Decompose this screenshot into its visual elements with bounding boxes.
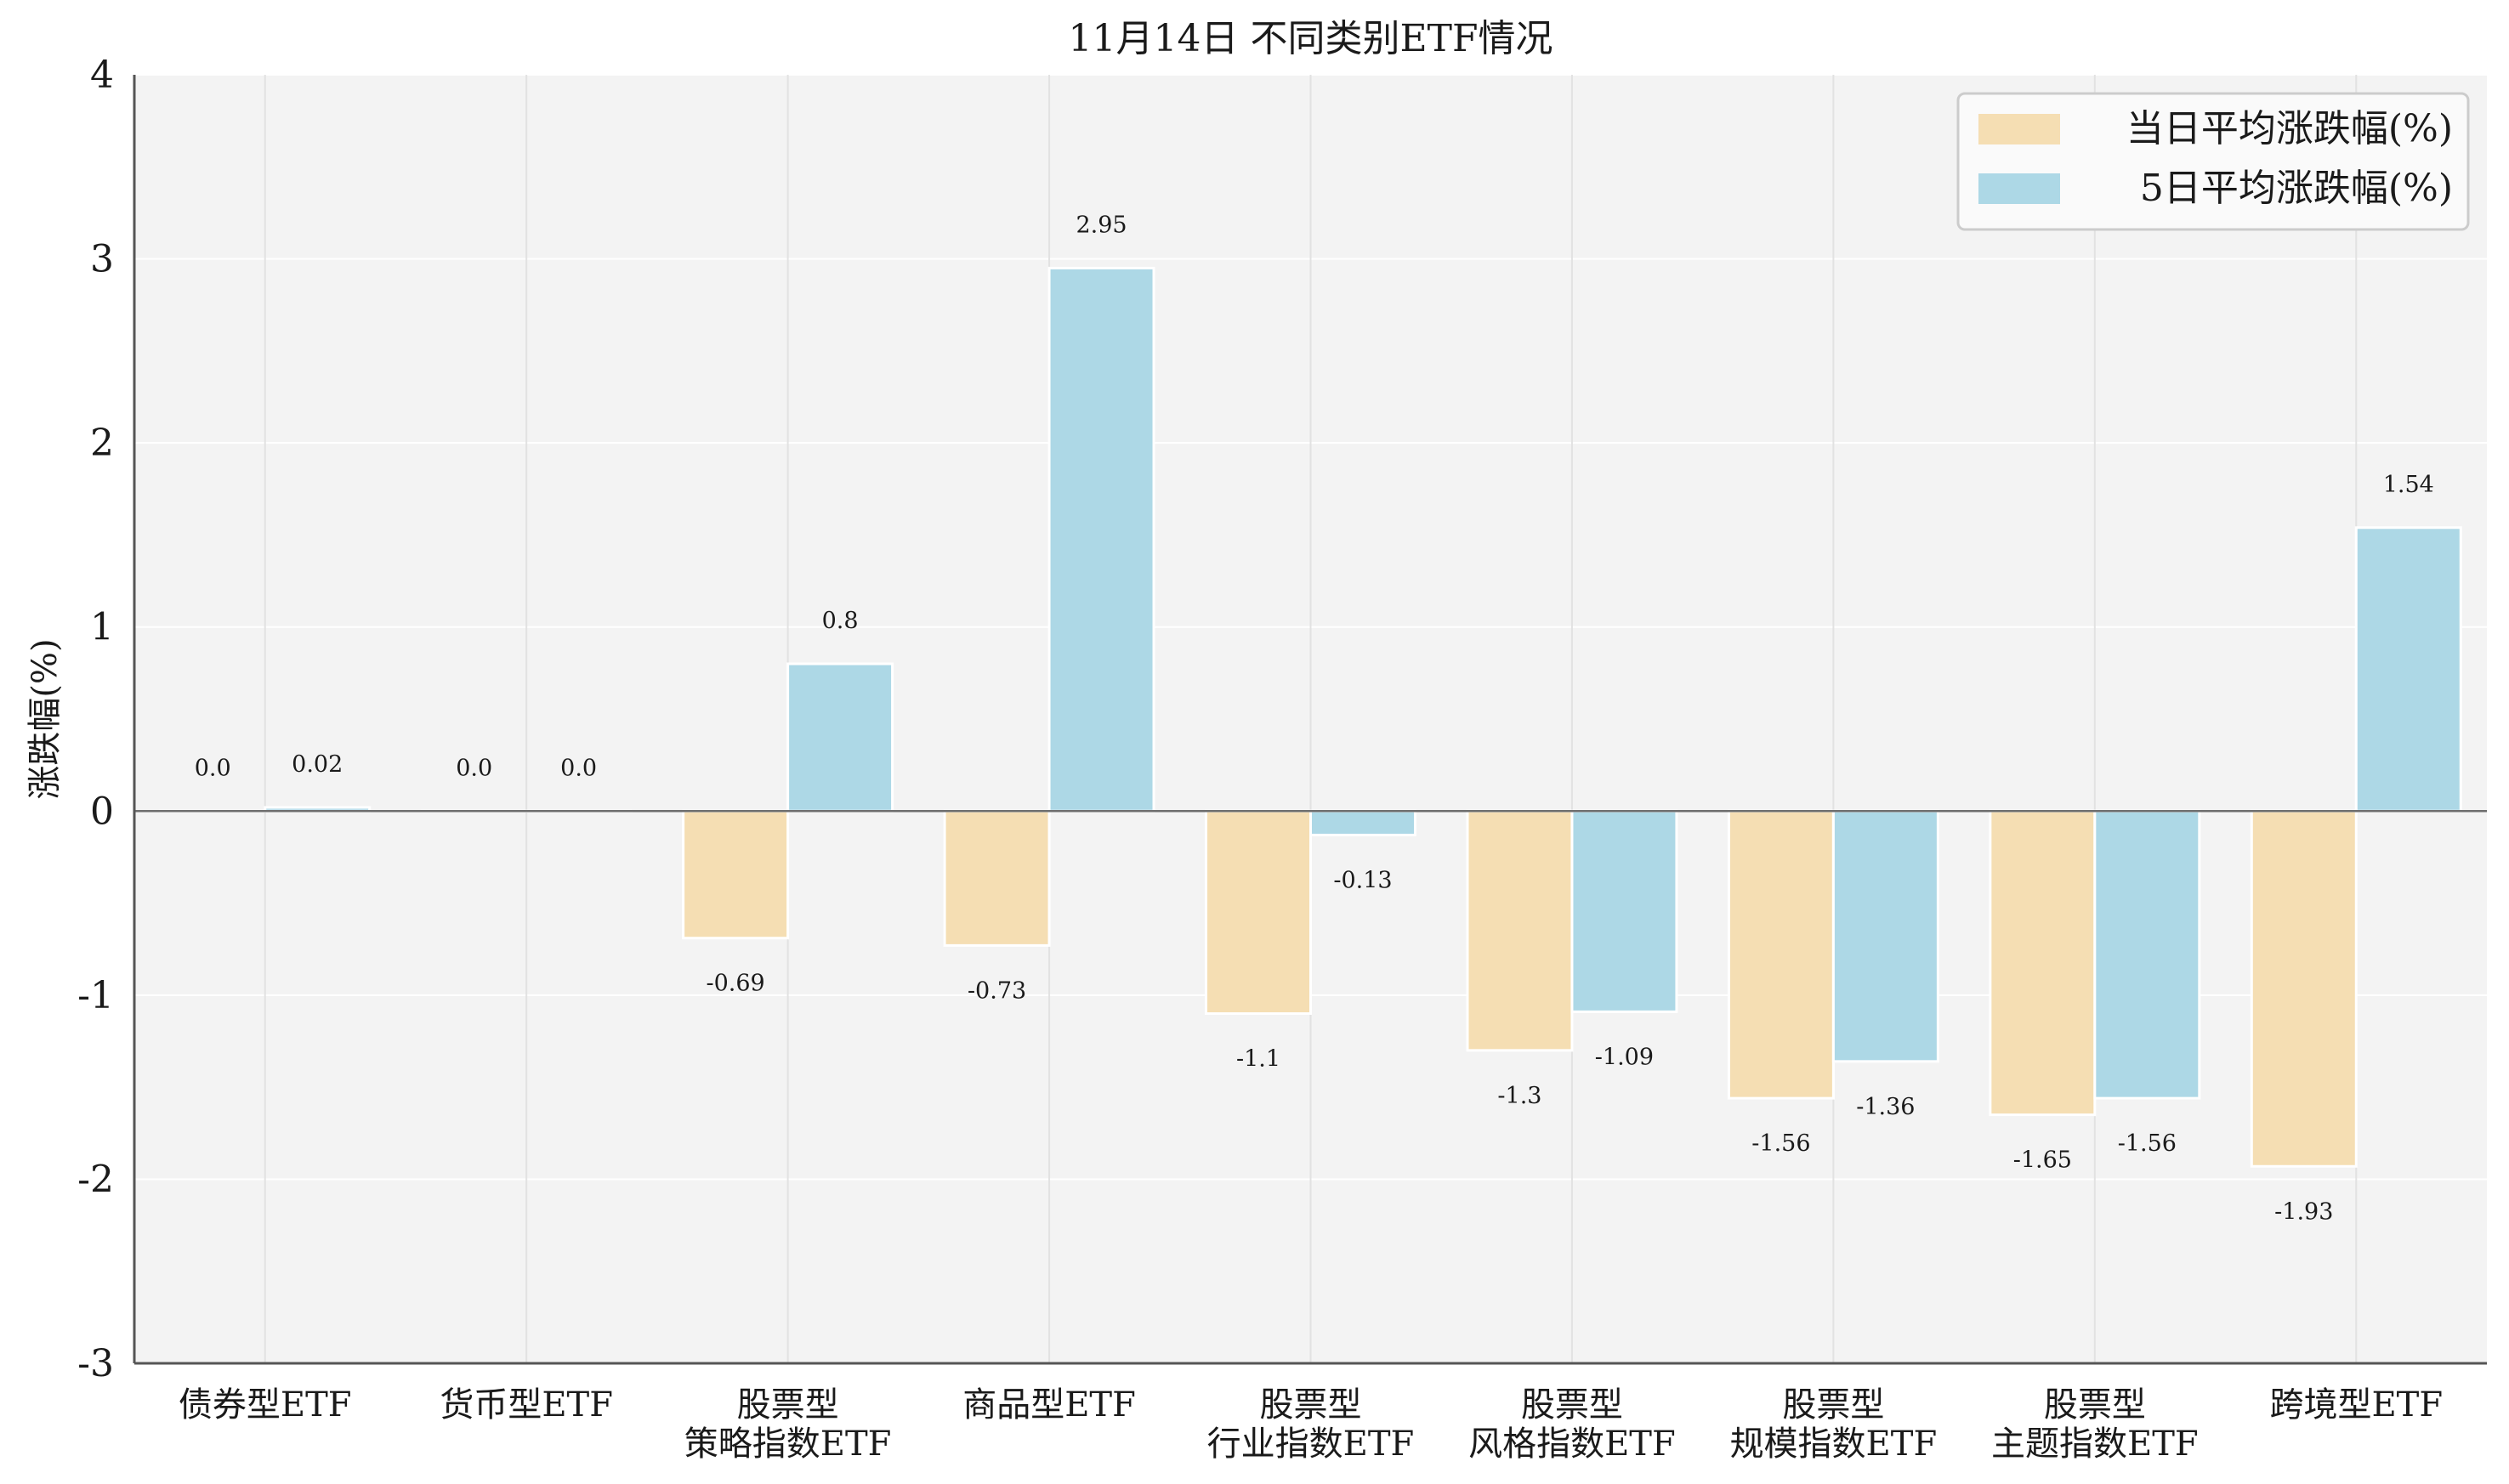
legend-swatch-1 [1978,114,2060,144]
x-tick-label: 策略指数ETF [684,1425,892,1464]
bar-series2-5 [1570,809,1678,1013]
bar-series2-3 [1047,266,1155,813]
legend-box [1956,92,2470,231]
y-tick-label: 1 [90,606,114,649]
bar-series1-5 [1466,809,1574,1052]
bars [159,266,2462,1168]
x-tick-label: 货币型ETF [440,1385,613,1425]
data-label-series2-4: -0.13 [1333,867,1392,893]
bar-series1-3 [943,809,1051,947]
x-tick-label: 风格指数ETF [1468,1425,1676,1464]
data-label-series1-4: -1.1 [1236,1046,1280,1073]
x-tick-label: 股票型 [1782,1385,1884,1425]
legend-label-1: 当日平均涨跌幅(%) [2126,107,2453,150]
y-tick-label: -3 [77,1342,114,1385]
data-label-series1-0: 0.0 [195,755,231,781]
data-label-series2-7: -1.56 [2118,1130,2177,1157]
data-label-series1-2: -0.69 [706,971,764,997]
y-tick-label: 3 [90,238,114,281]
data-label-series2-8: 1.54 [2383,472,2434,498]
bar-series1-2 [682,809,790,940]
bar-series1-8 [2250,809,2358,1168]
y-tick-label: 0 [90,790,114,833]
data-label-series1-6: -1.56 [1751,1130,1810,1157]
data-label-series2-1: 0.0 [560,755,597,781]
legend-swatch-2 [1978,173,2060,204]
y-tick-label: 2 [90,422,114,465]
data-label-series1-8: -1.93 [2274,1198,2333,1225]
data-label-series1-3: -0.73 [968,977,1026,1004]
bar-series2-6 [1831,809,1939,1063]
x-tick-label: 股票型 [737,1385,839,1425]
data-label-series2-2: 0.8 [822,608,859,634]
bar-series1-4 [1205,809,1312,1016]
x-tick-label: 债券型ETF [179,1385,352,1425]
bar-series1-6 [1727,809,1835,1100]
data-label-series2-5: -1.09 [1595,1044,1654,1070]
x-tick-label: 主题指数ETF [1991,1425,2199,1464]
y-tick-labels: -3 -2 -1 0 1 2 3 4 [77,54,114,1385]
bar-series1-7 [1989,809,2097,1117]
x-tick-label: 行业指数ETF [1207,1425,1415,1464]
x-tick-label: 跨境型ETF [2269,1385,2443,1425]
data-labels: 0.0 0.0 -0.69 -0.73 -1.1 -1.3 -1.56 -1.65 -1.93 0… [195,212,2434,1225]
chart-title: 11月14日 不同类别ETF情况 [1069,17,1553,60]
y-axis-label: 涨跌幅(%) [26,638,65,799]
legend-label-2: 5日平均涨跌幅(%) [2140,167,2453,210]
bar-series2-2 [786,662,894,813]
y-tick-label: 4 [90,54,114,97]
data-label-series2-3: 2.95 [1076,212,1127,238]
y-tick-label: -2 [77,1158,114,1201]
x-tick-label: 商品型ETF [962,1385,1136,1425]
data-label-series2-6: -1.36 [1856,1094,1915,1120]
bar-series2-8 [2354,526,2462,813]
x-tick-label: 股票型 [2044,1385,2146,1425]
legend: 当日平均涨跌幅(%) 5日平均涨跌幅(%) [1956,92,2470,231]
data-label-series1-7: -1.65 [2013,1147,2072,1174]
bar-series2-4 [1309,809,1416,836]
y-tick-label: -1 [77,974,114,1017]
data-label-series1-1: 0.0 [456,755,492,781]
x-tick-label: 股票型 [1260,1385,1362,1425]
data-label-series2-0: 0.02 [292,751,343,778]
bar-series2-7 [2093,809,2201,1100]
x-tick-label: 规模指数ETF [1730,1425,1938,1464]
x-tick-label: 股票型 [1521,1385,1623,1425]
data-label-series1-5: -1.3 [1497,1083,1541,1109]
